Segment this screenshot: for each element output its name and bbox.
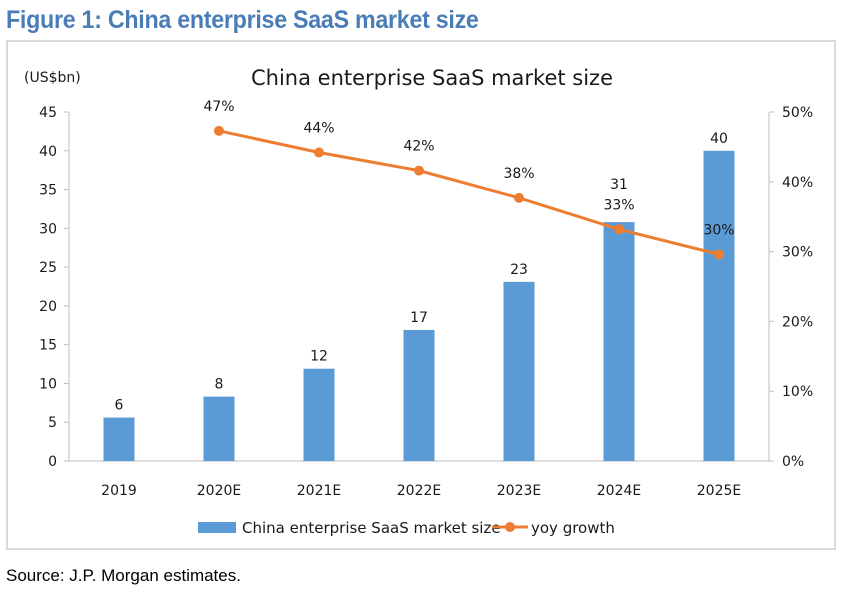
growth-marker — [314, 147, 324, 158]
bar-data-label: 12 — [310, 349, 328, 365]
legend-line-label: yoy growth — [531, 519, 615, 537]
source-note: Source: J.P. Morgan estimates. — [6, 566, 241, 585]
growth-line — [218, 129, 720, 256]
bar-data-label: 40 — [710, 131, 728, 147]
left-tick-label: 5 — [48, 415, 57, 431]
growth-data-label: 47% — [203, 99, 234, 115]
x-axis-labels: 2019 2020E 2021E 2022E 2023E 2024E 2025E — [101, 483, 741, 499]
left-tick-label: 10 — [39, 376, 57, 392]
bar-data-label: 6 — [115, 398, 124, 414]
x-tick-label: 2021E — [297, 483, 341, 499]
legend-bar-swatch — [198, 522, 236, 533]
growth-data-label: 44% — [303, 120, 334, 136]
chart-title: China enterprise SaaS market size — [251, 66, 613, 90]
bar — [503, 281, 535, 461]
growth-data-label: 30% — [703, 222, 734, 238]
left-tick-label: 0 — [48, 454, 57, 470]
left-tick-label: 45 — [39, 105, 57, 121]
bar-data-label: 17 — [410, 310, 428, 326]
right-tick-label: 40% — [782, 175, 813, 191]
left-tick-label: 25 — [39, 260, 57, 276]
x-tick-label: 2023E — [497, 483, 541, 499]
bar — [103, 417, 135, 461]
right-tick-label: 20% — [782, 314, 813, 330]
line-series: 47% 44% 42% 38% 33% 30% — [203, 99, 735, 260]
legend: China enterprise SaaS market size yoy gr… — [198, 519, 615, 537]
bar-series: 6 8 12 17 23 31 40 — [103, 131, 735, 461]
bar — [703, 150, 735, 461]
x-tick-label: 2019 — [101, 483, 137, 499]
growth-marker — [514, 192, 524, 203]
right-tick-label: 10% — [782, 384, 813, 400]
right-tick-label: 50% — [782, 105, 813, 121]
right-axis: 0% 10% 20% 30% 40% 50% — [768, 105, 813, 470]
left-tick-label: 20 — [39, 299, 57, 315]
growth-data-label: 38% — [503, 166, 534, 182]
bar — [303, 368, 335, 461]
x-tick-label: 2022E — [397, 483, 441, 499]
legend-line-marker — [505, 522, 515, 532]
left-tick-label: 40 — [39, 144, 57, 160]
growth-data-label: 42% — [403, 139, 434, 155]
chart-frame — [6, 40, 836, 550]
growth-marker — [414, 165, 424, 176]
x-tick-label: 2025E — [697, 483, 741, 499]
bar-data-label: 23 — [510, 262, 528, 278]
y-axis-unit-label: (US$bn) — [24, 70, 81, 86]
left-tick-label: 30 — [39, 221, 57, 237]
bar-data-label: 8 — [215, 377, 224, 393]
left-tick-label: 35 — [39, 183, 57, 199]
x-tick-label: 2020E — [197, 483, 241, 499]
right-tick-label: 0% — [782, 454, 804, 470]
growth-marker — [214, 125, 224, 136]
growth-marker — [714, 249, 724, 260]
growth-data-label: 33% — [603, 197, 634, 213]
figure-title: Figure 1: China enterprise SaaS market s… — [6, 6, 479, 34]
growth-marker — [614, 224, 624, 235]
bar-data-label: 31 — [610, 177, 628, 193]
bar — [603, 222, 635, 461]
bar — [203, 396, 235, 461]
left-tick-label: 15 — [39, 338, 57, 354]
right-tick-label: 30% — [782, 245, 813, 261]
legend-bar-label: China enterprise SaaS market size — [242, 519, 501, 537]
x-tick-label: 2024E — [597, 483, 641, 499]
bar — [403, 329, 435, 461]
